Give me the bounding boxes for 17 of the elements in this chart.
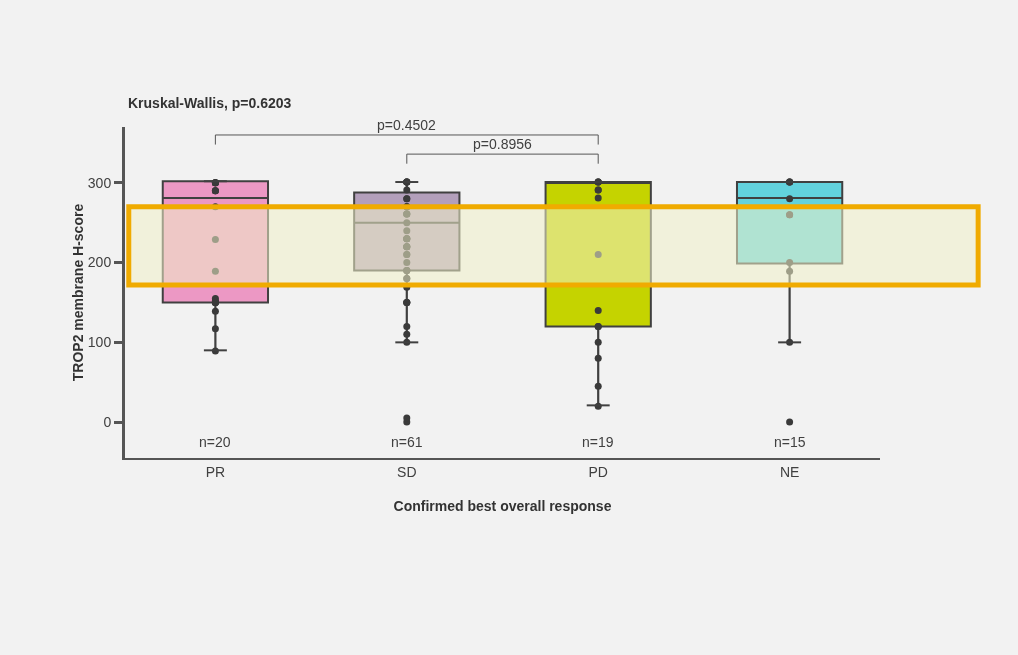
x-tick-label: NE xyxy=(779,463,800,480)
x-tick-label: PR xyxy=(205,463,226,480)
annotation: n=61 xyxy=(391,434,423,450)
x-axis-title: Confirmed best overall response xyxy=(393,498,612,514)
y-tick-label: 200 xyxy=(87,254,112,271)
x-tick-label: SD xyxy=(397,463,417,480)
y-tick-label: 100 xyxy=(87,334,112,351)
annotation: n=19 xyxy=(582,434,614,450)
y-axis-title: TROP2 membrane H-score xyxy=(69,203,86,382)
annotation: p=0.8956 xyxy=(473,136,532,152)
y-tick-label: 0 xyxy=(103,414,112,431)
annotation: p=0.4502 xyxy=(377,117,436,133)
chart-title: Kruskal-Wallis, p=0.6203 xyxy=(128,94,292,111)
x-tick-label: PD xyxy=(588,463,608,480)
annotation: n=15 xyxy=(774,434,806,450)
annotation: n=20 xyxy=(199,434,231,450)
y-tick-label: 300 xyxy=(87,174,112,191)
